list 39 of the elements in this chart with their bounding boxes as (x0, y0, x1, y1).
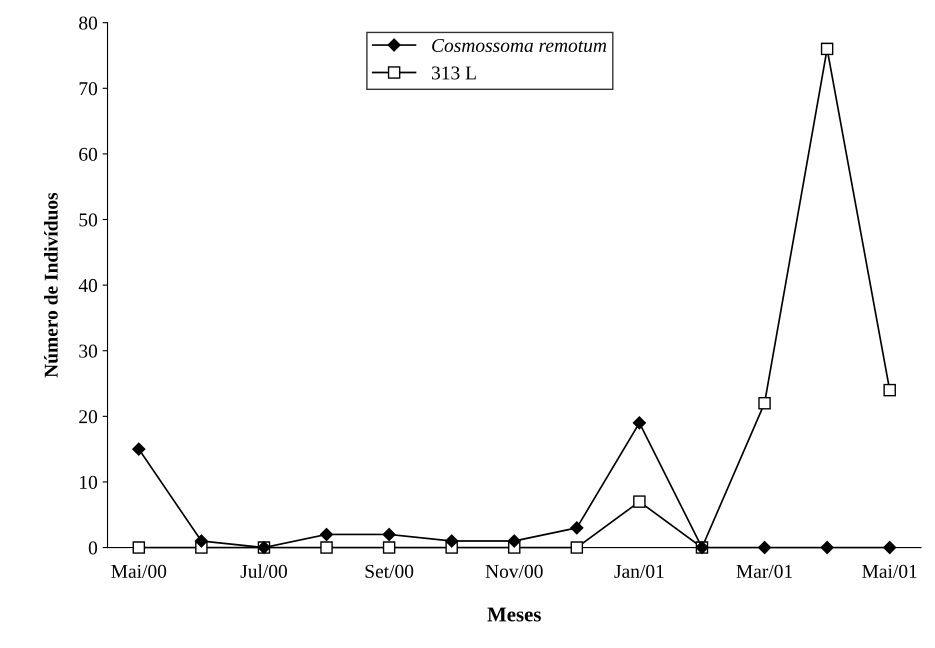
y-tick-label: 60 (79, 148, 98, 161)
point (508, 534, 521, 548)
point (132, 442, 146, 456)
legend-label: Cosmossoma remotum (432, 38, 606, 52)
point (320, 528, 334, 542)
point (382, 528, 396, 542)
point (570, 541, 584, 554)
y-tick-label: 50 (79, 213, 98, 226)
point (632, 416, 646, 430)
x-tick-label: Mai/01 (862, 564, 917, 578)
x-axis-title: Meses (487, 608, 541, 622)
y-tick-label: 30 (79, 344, 98, 358)
point (570, 521, 584, 534)
y-tick-label: 0 (88, 541, 98, 554)
point (758, 396, 771, 410)
legend-label: 313 L (432, 66, 476, 80)
y-tick-label: 20 (79, 410, 98, 424)
point (320, 541, 333, 554)
point (633, 495, 646, 508)
x-tick-label: Jul/00 (240, 564, 287, 578)
point (132, 541, 146, 554)
x-tick-label: Nov/00 (486, 564, 543, 578)
x-tick-label: Jan/01 (614, 564, 664, 578)
point (758, 540, 772, 554)
point (382, 541, 396, 554)
x-tick-label: Mar/01 (736, 564, 792, 578)
point (820, 42, 834, 56)
point (194, 534, 208, 548)
point (820, 540, 834, 554)
point (445, 534, 458, 548)
y-axis-title: Número de Indivíduos (44, 192, 58, 378)
point (883, 384, 896, 396)
y-tick-label: 10 (80, 476, 98, 489)
x-tick-label: Mai/00 (111, 564, 166, 578)
point (883, 540, 896, 554)
y-tick-label: 40 (78, 278, 98, 292)
y-tick-label: 80 (79, 16, 98, 30)
y-tick-label: 70 (80, 82, 98, 96)
x-tick-label: Set/00 (366, 564, 414, 578)
